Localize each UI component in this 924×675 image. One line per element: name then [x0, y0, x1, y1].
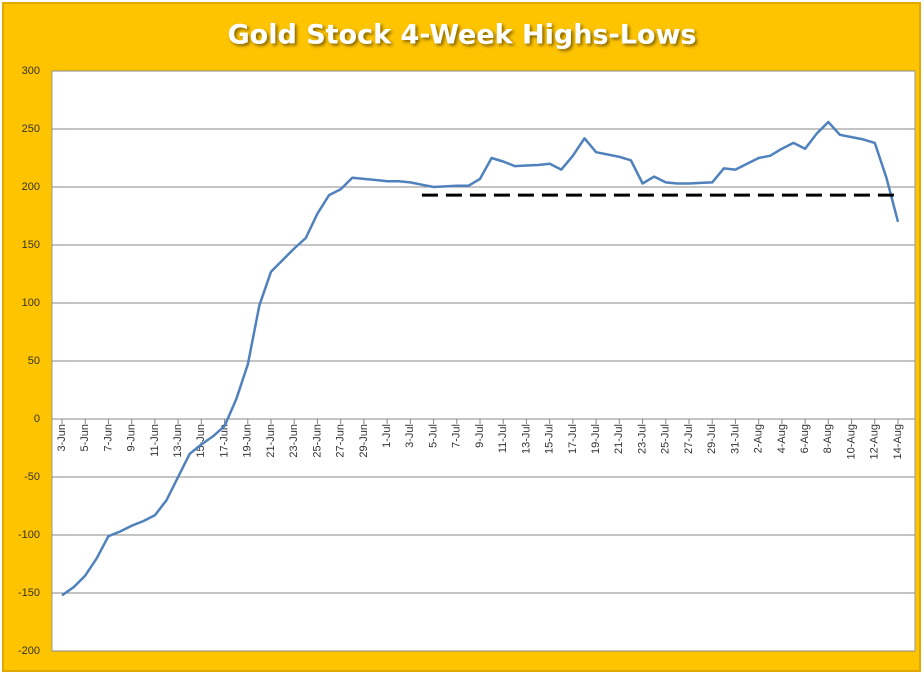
x-tick-label: 3-Jun — [56, 424, 68, 452]
x-tick-label: 13-Jul — [520, 424, 532, 454]
x-tick-label: 5-Jun — [79, 424, 91, 452]
y-tick-label: 200 — [22, 181, 40, 193]
y-tick-label: 0 — [34, 413, 40, 425]
y-tick-label: -200 — [18, 645, 40, 657]
y-tick-label: 50 — [28, 355, 40, 367]
x-tick-label: 15-Jun — [195, 424, 207, 458]
x-tick-label: 2-Aug — [753, 424, 765, 453]
x-tick-label: 11-Jun — [149, 424, 161, 457]
x-tick-label: 7-Jun — [102, 424, 114, 452]
x-tick-label: 31-Jul — [729, 424, 741, 454]
data-line — [61, 120, 900, 597]
x-tick-label: 19-Jul — [590, 424, 602, 454]
y-tick-label: -100 — [18, 529, 40, 541]
x-tick-label: 29-Jun — [358, 424, 370, 458]
x-tick-label: 9-Jul — [474, 424, 486, 448]
x-tick-label: 27-Jun — [335, 424, 347, 458]
x-tick-label: 1-Jul — [381, 424, 393, 448]
y-tick-label: 150 — [22, 239, 40, 251]
x-tick-label: 9-Jun — [126, 424, 138, 452]
x-tick-label: 8-Aug — [822, 424, 834, 453]
x-tick-label: 27-Jul — [683, 424, 695, 454]
x-tick-label: 25-Jul — [660, 424, 672, 454]
x-tick-label: 23-Jul — [636, 424, 648, 454]
x-tick-label: 10-Aug — [845, 424, 857, 459]
x-tick-label: 5-Jul — [427, 424, 439, 448]
x-tick-label: 14-Aug — [892, 424, 904, 459]
y-tick-label: -150 — [18, 587, 40, 599]
y-tick-label: -50 — [24, 471, 40, 483]
x-tick-label: 4-Aug — [776, 424, 788, 453]
x-tick-label: 11-Jul — [497, 424, 509, 453]
y-tick-label: 100 — [22, 297, 40, 309]
x-tick-label: 23-Jun — [288, 424, 300, 458]
x-tick-label: 29-Jul — [706, 424, 718, 454]
x-tick-label: 25-Jun — [311, 424, 323, 458]
y-tick-label: 250 — [22, 123, 40, 135]
x-tick-label: 15-Jul — [544, 424, 556, 454]
x-tick-label: 19-Jun — [242, 424, 254, 458]
x-tick-label: 13-Jun — [172, 424, 184, 458]
x-tick-label: 17-Jul — [567, 424, 579, 454]
x-tick-label: 6-Aug — [799, 424, 811, 453]
x-tick-label: 21-Jun — [265, 424, 277, 458]
x-tick-label: 17-Jun — [218, 424, 230, 458]
x-tick-label: 7-Jul — [451, 424, 463, 448]
chart-title: Gold Stock 4-Week Highs-Lows — [228, 20, 697, 51]
x-tick-label: 21-Jul — [613, 424, 625, 454]
x-tick-label: 3-Jul — [404, 424, 416, 448]
x-tick-label: 12-Aug — [869, 424, 881, 459]
y-tick-label: 300 — [22, 65, 40, 77]
